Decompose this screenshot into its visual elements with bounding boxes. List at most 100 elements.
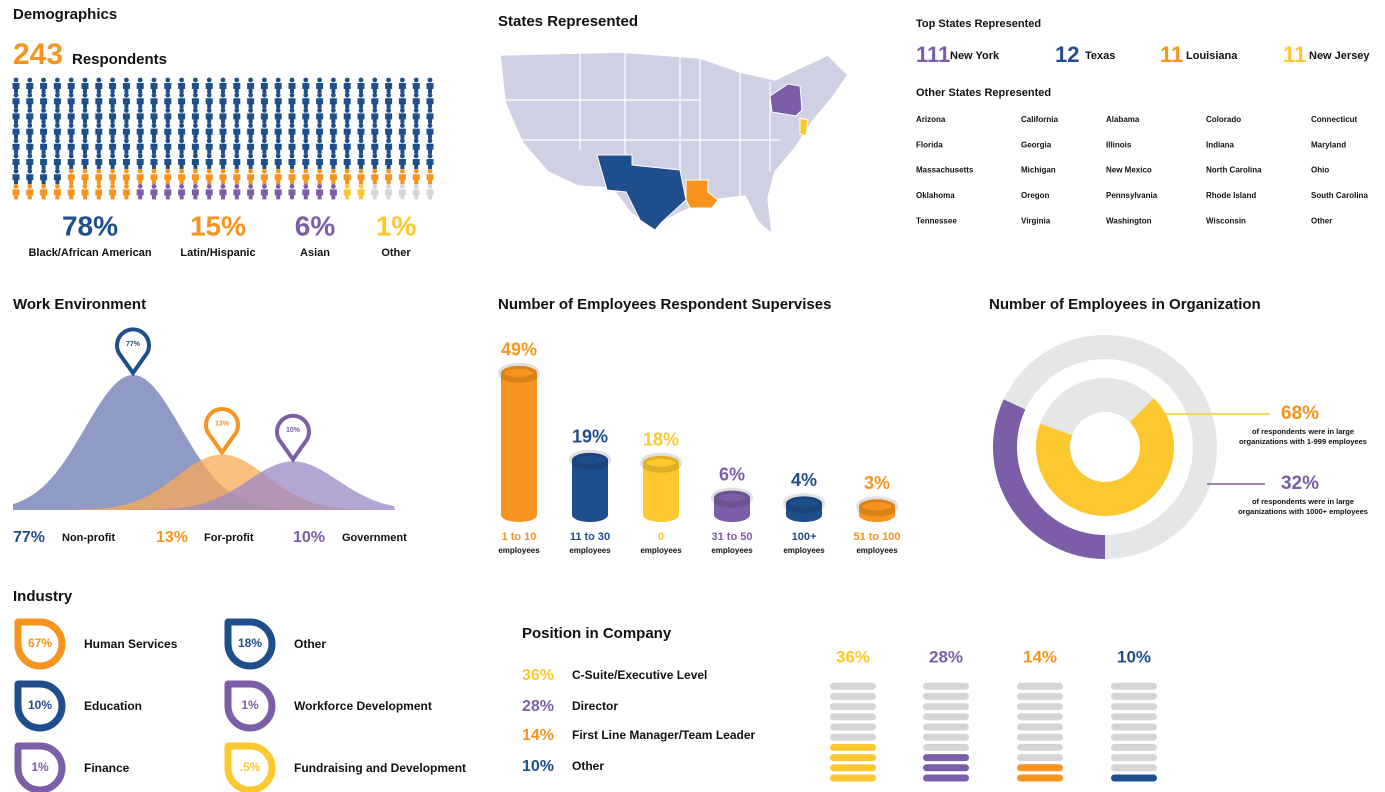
person-head xyxy=(82,123,88,128)
person-body xyxy=(398,113,406,124)
person-head xyxy=(344,77,350,83)
person-head xyxy=(262,123,267,128)
person-body xyxy=(164,113,172,124)
bar-category: 0 xyxy=(658,531,664,543)
bar-unit: employees xyxy=(640,546,682,555)
person-head xyxy=(386,92,391,98)
person-body xyxy=(219,113,227,124)
state-name: Maryland xyxy=(1311,140,1346,149)
person-body xyxy=(122,189,130,200)
person-body xyxy=(288,113,296,124)
person-head xyxy=(13,108,19,113)
person-body xyxy=(122,98,130,109)
person-head xyxy=(151,123,157,128)
person-body xyxy=(426,98,434,109)
person-body xyxy=(288,98,296,109)
person-head xyxy=(193,123,198,128)
person-body xyxy=(67,128,75,139)
person-body xyxy=(398,174,406,185)
person-body xyxy=(67,98,75,109)
person-body xyxy=(178,143,186,154)
state-name: Michigan xyxy=(1021,166,1056,175)
subsection-title: Other States Represented xyxy=(916,87,1051,99)
person-body xyxy=(329,98,337,109)
pill xyxy=(1111,743,1157,751)
person-head xyxy=(234,108,240,113)
person-body xyxy=(274,83,282,93)
person-body xyxy=(247,143,255,154)
person-head xyxy=(262,153,267,159)
state-name: South Carolina xyxy=(1311,191,1368,200)
person-body xyxy=(412,174,420,185)
legend-value: 77% xyxy=(13,529,45,546)
column-value: 36% xyxy=(836,647,870,666)
person-body xyxy=(357,143,365,154)
pill xyxy=(1017,692,1063,700)
person-head xyxy=(165,168,171,174)
person-head xyxy=(151,92,157,98)
person-body xyxy=(26,113,34,124)
state-name: Connecticut xyxy=(1311,115,1358,124)
person-head xyxy=(275,77,281,83)
person-body xyxy=(371,174,379,185)
person-head xyxy=(317,168,322,174)
bar-value: 19% xyxy=(572,427,608,447)
person-head xyxy=(317,184,322,189)
state-count: 11 xyxy=(1283,42,1306,67)
person-body xyxy=(316,98,324,109)
person-head xyxy=(262,108,267,113)
person-body xyxy=(371,83,379,93)
pill xyxy=(830,743,876,751)
position-name: Director xyxy=(572,699,618,713)
person-head xyxy=(303,168,309,174)
person-body xyxy=(26,98,34,109)
cylinder-top xyxy=(783,493,825,514)
person-head xyxy=(137,92,143,98)
org-note: organizations with 1000+ employees xyxy=(1238,507,1368,516)
person-head xyxy=(262,138,267,144)
pill xyxy=(830,703,876,711)
industry-name: Workforce Development xyxy=(294,699,432,713)
person-body xyxy=(81,98,89,109)
person-head xyxy=(124,77,129,83)
person-body xyxy=(398,143,406,154)
person-body xyxy=(343,174,351,185)
person-head xyxy=(358,123,364,128)
bar-unit: employees xyxy=(498,546,540,555)
person-body xyxy=(274,128,282,139)
person-body xyxy=(426,83,434,93)
person-body xyxy=(385,98,393,109)
person-head xyxy=(165,108,171,113)
person-head xyxy=(206,168,212,174)
industry-value: 18% xyxy=(238,636,262,650)
person-head xyxy=(124,184,129,189)
state-name: Washington xyxy=(1106,216,1152,225)
group-value: 78% xyxy=(62,210,118,241)
person-body xyxy=(247,159,255,169)
position-value: 36% xyxy=(522,667,554,684)
person-body xyxy=(288,143,296,154)
person-head xyxy=(358,77,364,83)
person-head xyxy=(193,92,198,98)
legend-value: 13% xyxy=(156,529,188,546)
state-name: Texas xyxy=(1085,50,1115,62)
person-head xyxy=(137,138,143,144)
person-head xyxy=(55,108,60,113)
person-head xyxy=(331,138,336,144)
cylinder-top xyxy=(711,487,753,508)
person-body xyxy=(316,189,324,200)
person-head xyxy=(193,77,198,83)
person-body xyxy=(136,128,144,139)
person-body xyxy=(426,174,434,185)
person-body xyxy=(150,83,158,93)
person-body xyxy=(109,83,117,93)
section-title: Number of Employees Respondent Supervise… xyxy=(498,296,831,313)
group-value: 6% xyxy=(295,210,336,241)
person-body xyxy=(53,113,61,124)
person-body xyxy=(26,83,34,93)
person-body xyxy=(53,83,61,93)
person-head xyxy=(68,168,74,174)
person-head xyxy=(413,123,419,128)
person-head xyxy=(124,168,129,174)
section-title: States Represented xyxy=(498,13,638,30)
